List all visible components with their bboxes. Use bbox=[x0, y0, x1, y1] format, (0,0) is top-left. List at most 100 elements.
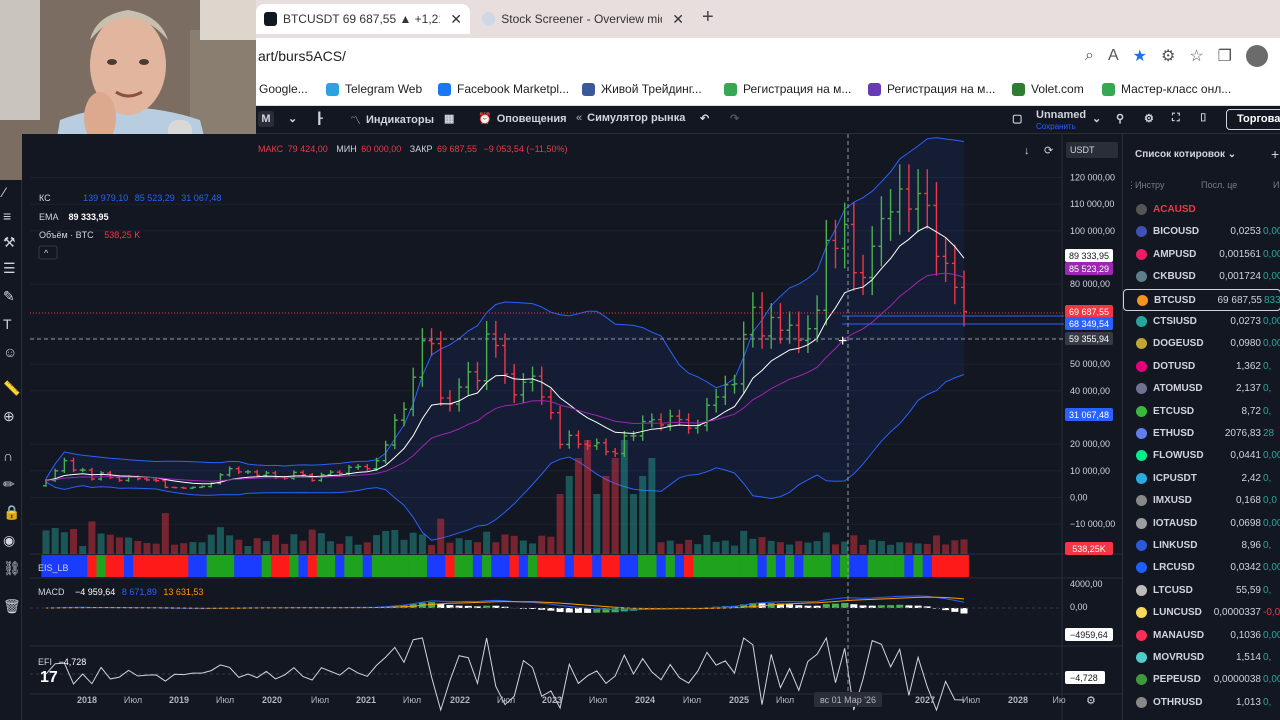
undo-icon[interactable]: ↶ bbox=[700, 113, 710, 125]
redo-icon[interactable]: ↷ bbox=[730, 113, 740, 125]
refresh-icon[interactable]: ⟳ bbox=[1044, 145, 1053, 157]
col-change[interactable]: И bbox=[1273, 180, 1280, 190]
watchlist-row[interactable]: ETCUSD 8,72 0, bbox=[1123, 401, 1280, 423]
layout-name[interactable]: Unnamed Сохранить bbox=[1036, 110, 1086, 132]
zoom-icon[interactable]: ⌕ bbox=[1084, 47, 1094, 64]
emoji-tool-icon[interactable]: ☺ bbox=[3, 344, 18, 360]
watchlist-row[interactable]: BTCUSD 69 687,55 833 bbox=[1123, 288, 1280, 311]
eis-segment bbox=[105, 555, 116, 577]
watchlist-row[interactable]: ETHUSD 2076,83 28 bbox=[1123, 423, 1280, 445]
alerts-button[interactable]: ⏰ Оповещения bbox=[478, 112, 567, 126]
fib-tool-icon[interactable]: ⚒ bbox=[3, 234, 16, 250]
watchlist-row[interactable]: DOGEUSD 0,0980 0,00 bbox=[1123, 333, 1280, 355]
magnet-tool-icon[interactable]: ∩ bbox=[3, 448, 14, 464]
url-input[interactable]: art/burs5ACS/ bbox=[258, 48, 346, 64]
chevron-down-icon[interactable]: ⌄ bbox=[288, 113, 298, 125]
price-chart[interactable]: + МАКС 79 424,00 МИН 60 000,00 ЗАКР 69 6… bbox=[22, 134, 1122, 720]
close-tab-icon[interactable]: ✕ bbox=[450, 10, 462, 27]
lock-icon[interactable]: 🔒 bbox=[3, 504, 21, 520]
layouts-icon[interactable]: ▦ bbox=[444, 113, 455, 125]
trade-button[interactable]: Торговать bbox=[1226, 109, 1280, 130]
watchlist-row[interactable]: BICOUSD 0,0253 0,00 bbox=[1123, 221, 1280, 243]
bookmark-item[interactable]: Регистрация на м... bbox=[724, 82, 851, 96]
watchlist-row[interactable]: IMXUSD 0,168 0,0 bbox=[1123, 490, 1280, 512]
fullscreen-window-icon[interactable]: ▢ bbox=[1012, 113, 1023, 125]
read-aloud-icon[interactable]: A bbox=[1107, 47, 1119, 64]
chevron-down-icon[interactable]: ⌄ bbox=[1092, 113, 1102, 125]
collapse-legend-button[interactable] bbox=[38, 245, 58, 260]
watchlist-row[interactable]: LTCUSD 55,59 0, bbox=[1123, 580, 1280, 602]
volume-bar bbox=[648, 458, 656, 554]
settings-gear-icon[interactable]: ⚙ bbox=[1144, 113, 1154, 125]
bookmark-item[interactable]: Facebook Marketpl... bbox=[438, 82, 569, 96]
eis-segment bbox=[509, 555, 520, 577]
watchlist-row[interactable]: LRCUSD 0,0342 0,00 bbox=[1123, 557, 1280, 579]
close-tab-icon[interactable]: ✕ bbox=[672, 10, 684, 27]
watchlist-row[interactable]: ATOMUSD 2,137 0, bbox=[1123, 378, 1280, 400]
macd-hist-bar bbox=[914, 605, 922, 608]
volume-bar bbox=[391, 529, 399, 554]
collections-icon[interactable]: ❐ bbox=[1217, 48, 1232, 65]
coin-logo-icon bbox=[1137, 294, 1148, 306]
lines-tool-icon[interactable]: ≡ bbox=[3, 208, 12, 224]
time-axis[interactable]: 2018 Июл 2019 Июл 2020 Июл 2021 Июл 2022 Июл 2023 И… bbox=[77, 692, 1066, 707]
extensions-icon[interactable]: ⚙ bbox=[1160, 48, 1176, 65]
profile-avatar[interactable] bbox=[1246, 45, 1268, 67]
watchlist-title[interactable]: Список котировок ⌄ bbox=[1135, 149, 1237, 160]
interval-button[interactable]: M bbox=[258, 111, 274, 127]
time-tick-label: Июл bbox=[589, 695, 607, 705]
watchlist-row[interactable]: ICPUSDT 2,42 0, bbox=[1123, 468, 1280, 490]
eye-icon[interactable]: ◉ bbox=[3, 532, 16, 548]
indicators-button[interactable]: 〽 Индикаторы bbox=[350, 112, 434, 128]
volume-bar bbox=[198, 542, 206, 554]
bar-style-icon[interactable]: ┠ bbox=[316, 113, 323, 125]
watchlist-symbol: ICPUSDT bbox=[1153, 472, 1197, 484]
patterns-tool-icon[interactable]: ☰ bbox=[3, 260, 16, 276]
watchlist-row[interactable]: OTHRUSD 1,013 0, bbox=[1123, 692, 1280, 714]
favorite-star-icon[interactable]: ★ bbox=[1132, 48, 1147, 65]
watchlist-row[interactable]: LUNCUSD 0,0000337-0,000 bbox=[1123, 602, 1280, 624]
new-tab-icon[interactable]: + bbox=[702, 6, 714, 28]
brush-tool-icon[interactable]: ✎ bbox=[3, 288, 15, 304]
watchlist-row[interactable]: DOTUSD 1,362 0, bbox=[1123, 356, 1280, 378]
bookmark-item[interactable]: Volet.com bbox=[1012, 82, 1084, 96]
replay-button[interactable]: « Симулятор рынка bbox=[576, 112, 685, 124]
watchlist-row[interactable]: FLOWUSD 0,0441 0,00 bbox=[1123, 445, 1280, 467]
currency-select[interactable] bbox=[1066, 142, 1118, 158]
camera-icon[interactable]: ⌷ bbox=[1200, 112, 1207, 124]
ruler-tool-icon[interactable]: 📏 bbox=[3, 380, 21, 396]
change-value: −9 053,54 (−11,50%) bbox=[484, 144, 568, 154]
col-symbol[interactable]: Инстру bbox=[1135, 180, 1165, 190]
bookmark-item[interactable]: Telegram Web bbox=[326, 82, 422, 96]
zoom-tool-icon[interactable]: ⊕ bbox=[3, 408, 15, 424]
price-axis[interactable]: 120 000,00 110 000,00 100 000,00 80 000,00 6… bbox=[1065, 172, 1115, 684]
bookmark-item[interactable]: Регистрация на м... bbox=[868, 82, 995, 96]
text-tool-icon[interactable]: T bbox=[3, 316, 12, 332]
watchlist-row[interactable]: ACAUSD bbox=[1123, 199, 1280, 221]
ema-line bbox=[45, 225, 965, 485]
bookmark-item[interactable]: Живой Трейдинг... bbox=[582, 82, 702, 96]
watchlist-row[interactable]: MOVRUSD 1,514 0, bbox=[1123, 647, 1280, 669]
fullscreen-icon[interactable]: ⛶ bbox=[1172, 112, 1180, 124]
col-price[interactable]: Посл. це bbox=[1201, 180, 1238, 190]
tab-stock-screener[interactable]: Stock Screener - Overview mid ✕ bbox=[474, 4, 692, 34]
favorites-icon[interactable]: ☆ bbox=[1189, 48, 1204, 65]
watchlist-row[interactable]: LINKUSD 8,96 0, bbox=[1123, 535, 1280, 557]
search-icon[interactable]: ⚲ bbox=[1116, 113, 1125, 125]
settings-gear-icon[interactable]: ⚙ bbox=[1086, 695, 1096, 707]
bookmark-item[interactable]: Мастер-класс онл... bbox=[1102, 82, 1231, 96]
watchlist-row[interactable]: IOTAUSD 0,0698 0,00 bbox=[1123, 513, 1280, 535]
add-symbol-icon[interactable]: + bbox=[1271, 146, 1280, 162]
crosshair-tool-icon[interactable]: ⁄ bbox=[3, 184, 6, 200]
macd-hist-bar bbox=[831, 603, 839, 608]
watchlist-row[interactable]: CTSIUSD 0,0273 0,00 bbox=[1123, 311, 1280, 333]
trash-icon[interactable]: 🗑 bbox=[3, 598, 21, 614]
watchlist-row[interactable]: MANAUSD 0,1036 0,00 bbox=[1123, 625, 1280, 647]
stay-drawing-icon[interactable]: ✏ bbox=[3, 476, 15, 492]
link-icon[interactable]: ⛓ bbox=[3, 560, 21, 576]
tab-btcusdt[interactable]: BTCUSDT 69 687,55 ▲ +1,21% Unn ✕ bbox=[256, 4, 470, 34]
arrow-down-icon[interactable]: ↓ bbox=[1024, 145, 1030, 157]
